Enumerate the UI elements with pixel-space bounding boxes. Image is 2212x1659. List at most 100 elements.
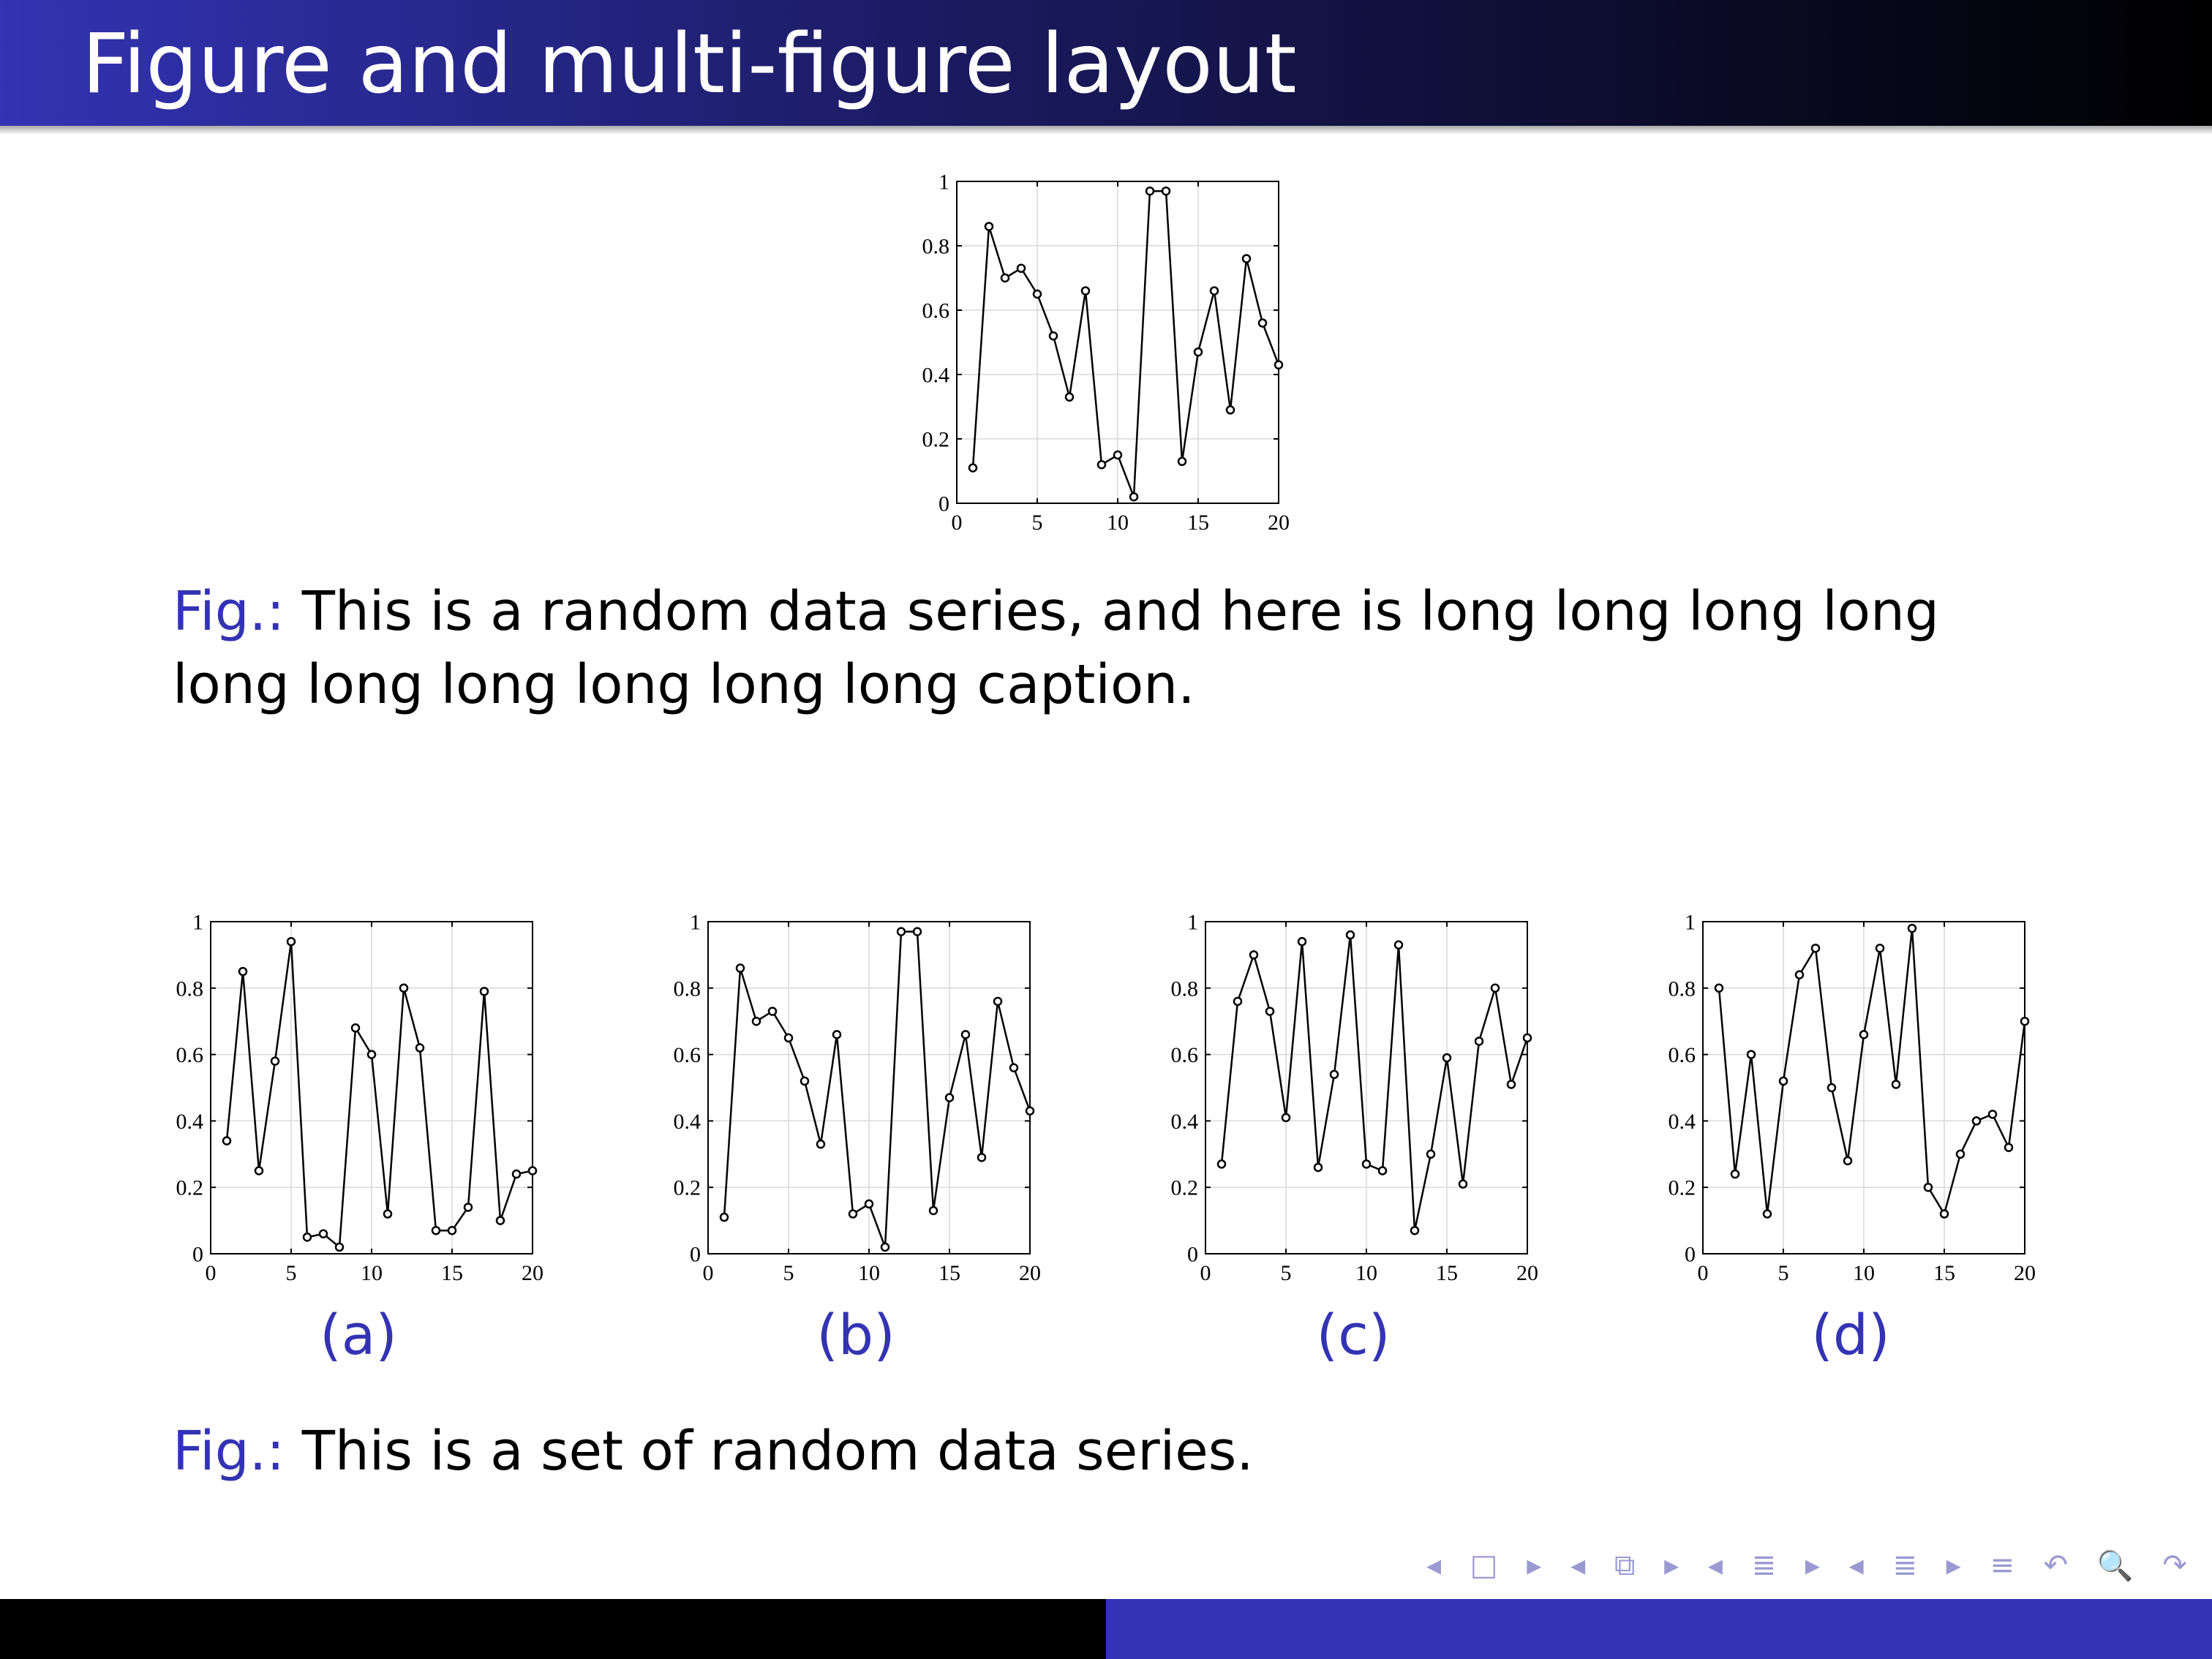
subfigure-label-b: (b) [816,1302,895,1367]
data-point [735,963,745,973]
section-icon[interactable]: ≣ [1751,1549,1777,1582]
y-tick-label: 0.2 [1669,1176,1696,1200]
data-point [1442,1053,1452,1063]
data-point [1714,983,1724,993]
data-point [960,1030,971,1039]
data-point [1361,1159,1372,1169]
series-line [723,930,1031,1248]
data-point [800,1076,810,1086]
y-tick-label: 0 [192,1243,203,1267]
x-tick-label: 20 [522,1261,543,1285]
frame-header [0,0,2212,126]
arrow-right-icon[interactable]: ▸ [1527,1549,1542,1582]
data-point [222,1136,232,1146]
arrow-left-icon[interactable]: ◂ [1707,1549,1723,1582]
data-point [1377,1166,1388,1175]
data-point [1939,1209,1949,1219]
data-point [302,1233,312,1242]
data-point [1096,459,1107,470]
data-point [1522,1033,1532,1043]
subsection-icon[interactable]: ⧉ [1614,1549,1636,1582]
x-tick-label: 5 [286,1261,297,1285]
main-figure-caption: Fig.: This is a random data series, and … [173,575,2045,721]
y-tick-label: 0.2 [176,1176,204,1200]
arrow-left-icon[interactable]: ◂ [1426,1549,1442,1582]
data-point [1009,1063,1019,1073]
align-icon[interactable]: ≡ [1990,1549,2014,1582]
data-point [832,1030,842,1039]
series-line [225,941,533,1249]
data-point [944,1093,955,1102]
footer-left-bar [0,1599,1106,1659]
data-point [1129,492,1139,502]
subfigure-b-plot: 0 5 10 15 20 0 0.2 0.4 0.6 0.8 1 [674,911,1042,1286]
data-point [1025,1106,1035,1116]
data-point [463,1203,473,1212]
data-point [1249,950,1259,960]
x-tick-label: 5 [1778,1261,1789,1285]
x-tick-label: 10 [1107,511,1129,535]
data-point [977,1153,987,1162]
data-point [1000,273,1010,283]
data-point [1458,1179,1468,1189]
y-tick-label: 0.6 [176,1043,204,1067]
data-point [1794,970,1805,979]
x-tick-label: 0 [952,511,963,535]
y-tick-label: 0 [1685,1243,1696,1267]
data-point [1032,289,1042,299]
x-tick-label: 10 [361,1261,383,1285]
x-tick-label: 20 [2014,1261,2036,1285]
data-point [719,1212,729,1222]
subfigure-label-c: (c) [1316,1302,1391,1367]
data-point [383,1209,393,1219]
series-line [971,189,1280,497]
data-point [1971,1116,1982,1126]
data-point [1810,944,1821,953]
header-shadow [0,126,2212,135]
subfigure-d-plot: 0 5 10 15 20 0 0.2 0.4 0.6 0.8 1 [1669,911,2036,1286]
data-point [928,1205,938,1216]
subfigure-label-a: (a) [320,1302,397,1367]
data-point [1145,186,1155,196]
search-icon[interactable]: 🔍 [2096,1549,2134,1583]
data-point [1113,450,1123,460]
data-point [366,1050,377,1059]
arrow-left-icon[interactable]: ◂ [1848,1549,1864,1582]
data-point [767,1007,778,1016]
y-tick-label: 1 [192,911,203,935]
data-point [1778,1076,1788,1086]
arrow-right-icon[interactable]: ▸ [1946,1549,1961,1582]
data-point [968,463,978,473]
caption-text: This is a random data series, and here i… [173,580,1939,716]
data-point [527,1166,538,1175]
arrow-right-icon[interactable]: ▸ [1664,1549,1679,1582]
data-point [1490,983,1500,993]
x-tick-label: 15 [938,1261,960,1285]
arrow-right-icon[interactable]: ▸ [1805,1549,1820,1582]
y-tick-label: 0.6 [1669,1043,1696,1067]
data-point [334,1242,345,1252]
series-line [1718,928,2026,1216]
x-tick-label: 5 [1281,1261,1292,1285]
data-point [254,1166,264,1175]
data-point [1923,1182,1933,1192]
data-point [816,1139,826,1149]
data-point [1209,286,1219,296]
frame-icon[interactable]: □ [1470,1549,1498,1582]
data-point [1746,1050,1756,1059]
data-point [1016,263,1026,274]
data-point [1859,1030,1869,1039]
data-point [1730,1169,1740,1179]
data-point [1426,1149,1436,1159]
data-point [511,1169,522,1179]
undo-icon[interactable]: ↶ [2043,1549,2069,1582]
data-point [270,1056,280,1066]
y-tick-label: 1 [1187,911,1198,935]
data-point [1313,1162,1323,1173]
x-tick-label: 0 [1200,1261,1211,1285]
redo-icon[interactable]: ↷ [2162,1549,2187,1582]
y-tick-label: 0.4 [674,1110,701,1134]
arrow-left-icon[interactable]: ◂ [1570,1549,1586,1582]
document-icon[interactable]: ≣ [1892,1549,1917,1582]
data-point [751,1016,761,1026]
